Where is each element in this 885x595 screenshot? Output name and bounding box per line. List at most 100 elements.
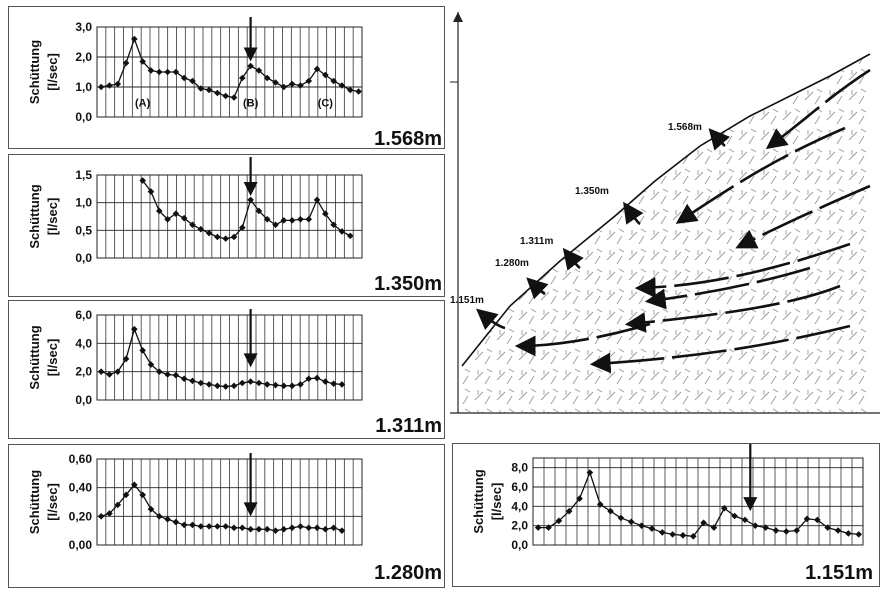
data-point xyxy=(97,83,105,91)
data-point xyxy=(834,527,842,534)
data-point xyxy=(297,523,304,530)
y-tick-label: 2,0 xyxy=(75,365,92,379)
y-axis-unit: [l/sec] xyxy=(45,53,60,91)
chart-1311: 0,0 2,0 4,0 6,0 Schüttung [l/sec] 1.311m xyxy=(27,308,442,437)
data-point xyxy=(230,233,238,241)
chart-1568: 0,0 1,0 2,0 3,0 Schüttung [l/sec] (A) (B) (C) 1.5… xyxy=(27,17,442,150)
data-point xyxy=(288,80,296,88)
data-point xyxy=(172,210,180,218)
data-point xyxy=(793,527,800,534)
data-point xyxy=(147,361,155,368)
y-tick-label: 2,0 xyxy=(511,519,528,533)
y-axis-label: Schüttung xyxy=(27,40,42,104)
data-point xyxy=(322,210,329,218)
data-point xyxy=(189,77,196,85)
data-point xyxy=(230,94,238,101)
data-point xyxy=(197,523,205,530)
data-point xyxy=(280,525,288,533)
data-point xyxy=(164,68,171,76)
data-point xyxy=(106,82,113,89)
data-point xyxy=(346,232,354,240)
y-tick-label: 8,0 xyxy=(511,461,528,475)
data-point xyxy=(679,532,687,539)
flow-line xyxy=(634,242,851,298)
data-point xyxy=(197,85,205,92)
data-point xyxy=(272,527,279,534)
data-point xyxy=(297,82,304,89)
data-point xyxy=(280,83,288,91)
flow-line xyxy=(765,68,871,150)
data-point xyxy=(131,481,138,489)
chart-1151: 0,0 2,0 4,0 6,0 8,0 Schüttung [l/sec] 1.151m xyxy=(471,444,873,584)
spring-outlet-arrow xyxy=(708,128,731,151)
y-tick-label: 6,0 xyxy=(511,480,528,494)
data-point xyxy=(114,501,122,509)
chart-panel-1311: 0,0 2,0 4,0 6,0 Schüttung [l/sec] 1.311m xyxy=(8,300,445,439)
chart-panel-1280: 0,00 0,20 0,40 0,60 Schüttung [l/sec] 1.280m xyxy=(8,444,445,588)
data-point xyxy=(147,67,155,74)
flow-lines xyxy=(476,68,871,374)
data-point xyxy=(180,375,188,383)
data-point xyxy=(106,371,113,378)
data-point xyxy=(305,524,313,532)
y-tick-label: 0,0 xyxy=(75,110,92,124)
data-point xyxy=(214,89,221,97)
data-point xyxy=(263,525,271,533)
y-axis-label: Schüttung xyxy=(27,470,42,534)
data-point xyxy=(803,515,811,523)
data-point xyxy=(247,62,254,70)
data-point xyxy=(222,235,230,242)
data-point xyxy=(330,524,337,532)
chart-1280: 0,00 0,20 0,40 0,60 Schüttung [l/sec] 1.280m xyxy=(27,452,442,584)
data-point xyxy=(346,86,354,94)
y-tick-label: 0,20 xyxy=(69,509,93,523)
flow-line xyxy=(644,266,811,310)
y-tick-label: 1,0 xyxy=(75,196,92,210)
slope-sketch: 1.568m 1.350m 1.311m 1.280m 1.151m xyxy=(450,12,880,414)
data-point xyxy=(214,382,221,390)
y-tick-label: 1,0 xyxy=(75,80,92,94)
y-tick-label: 0,0 xyxy=(75,393,92,407)
spring-outlet-arrow xyxy=(623,201,644,226)
data-point xyxy=(147,188,155,195)
y-tick-label: 0,0 xyxy=(75,251,92,265)
y-axis-label: Schüttung xyxy=(27,184,42,248)
data-point xyxy=(305,77,313,85)
event-arrowhead xyxy=(743,497,758,512)
data-point xyxy=(338,527,346,534)
data-point xyxy=(180,74,188,82)
chart-panel-1350: 0,0 0,5 1,0 1,5 Schüttung [l/sec] 1.350m xyxy=(8,154,445,297)
chart-panel-1568: 0,0 1,0 2,0 3,0 Schüttung [l/sec] (A) (B) (C) 1.5… xyxy=(8,6,445,150)
y-tick-label: 2,0 xyxy=(75,50,92,64)
data-point xyxy=(164,371,171,378)
data-point xyxy=(139,58,146,65)
data-point xyxy=(189,377,196,385)
data-point xyxy=(255,207,263,215)
peak-annotation: (B) xyxy=(243,98,259,110)
y-tick-label: 3,0 xyxy=(75,20,92,34)
data-point xyxy=(122,59,130,67)
data-point xyxy=(855,531,863,538)
data-point xyxy=(214,233,221,241)
data-point xyxy=(322,71,329,79)
data-point xyxy=(172,371,180,379)
slope-sketch-panel: 1.568m 1.350m 1.311m 1.280m 1.151m xyxy=(450,6,880,436)
data-point xyxy=(607,507,614,515)
data-point xyxy=(131,35,138,43)
data-point xyxy=(114,80,122,88)
y-tick-label: 4,0 xyxy=(511,499,528,513)
data-point xyxy=(172,518,180,526)
y-tick-label: 0,60 xyxy=(69,452,93,466)
y-axis-unit: [l/sec] xyxy=(45,483,60,521)
data-point xyxy=(845,530,852,537)
spring-outlet-arrow xyxy=(476,308,506,331)
data-point xyxy=(305,375,313,383)
chart-title: 1.350m xyxy=(374,273,442,295)
data-point xyxy=(189,521,196,529)
spring-elevation-label: 1.350m xyxy=(575,186,609,197)
data-point xyxy=(172,68,180,76)
data-point xyxy=(239,524,246,532)
data-point xyxy=(255,379,263,387)
data-point xyxy=(638,522,645,529)
y-tick-label: 0,40 xyxy=(69,481,93,495)
